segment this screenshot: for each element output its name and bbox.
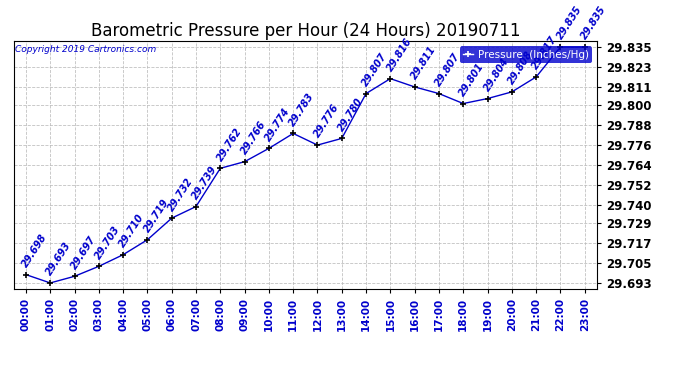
Pressure  (Inches/Hg) [119,252,127,257]
Text: 29.776: 29.776 [312,103,341,140]
Text: 29.808: 29.808 [506,50,535,86]
Text: 29.807: 29.807 [360,51,389,88]
Pressure  (Inches/Hg) [192,204,200,209]
Pressure  (Inches/Hg) [313,143,322,147]
Text: 29.817: 29.817 [531,34,560,71]
Pressure  (Inches/Hg) [46,280,55,285]
Text: 29.835: 29.835 [555,4,584,42]
Pressure  (Inches/Hg) [435,92,443,96]
Pressure  (Inches/Hg) [265,146,273,151]
Pressure  (Inches/Hg) [556,45,564,50]
Text: Copyright 2019 Cartronics.com: Copyright 2019 Cartronics.com [15,45,156,54]
Text: 29.693: 29.693 [45,240,74,278]
Pressure  (Inches/Hg) [70,274,79,279]
Pressure  (Inches/Hg) [386,76,395,81]
Pressure  (Inches/Hg) [508,90,516,94]
Text: 29.732: 29.732 [166,176,195,213]
Title: Barometric Pressure per Hour (24 Hours) 20190711: Barometric Pressure per Hour (24 Hours) … [90,22,520,40]
Pressure  (Inches/Hg) [216,166,224,171]
Pressure  (Inches/Hg) [484,96,492,101]
Text: 29.774: 29.774 [264,106,292,143]
Text: 29.807: 29.807 [433,51,462,88]
Pressure  (Inches/Hg) [411,85,419,89]
Pressure  (Inches/Hg) [289,131,297,136]
Text: 29.703: 29.703 [93,224,122,261]
Text: 29.783: 29.783 [288,91,317,128]
Pressure  (Inches/Hg) [168,216,176,220]
Text: 29.762: 29.762 [215,126,244,163]
Pressure  (Inches/Hg) [95,264,103,268]
Text: 29.801: 29.801 [457,61,486,98]
Pressure  (Inches/Hg) [532,75,540,79]
Text: 29.698: 29.698 [21,232,49,269]
Line: Pressure  (Inches/Hg): Pressure (Inches/Hg) [23,44,588,286]
Pressure  (Inches/Hg) [22,272,30,277]
Pressure  (Inches/Hg) [459,101,467,106]
Pressure  (Inches/Hg) [240,159,248,164]
Text: 29.780: 29.780 [336,96,365,133]
Text: 29.719: 29.719 [142,197,170,234]
Text: 29.816: 29.816 [385,36,413,73]
Pressure  (Inches/Hg) [337,136,346,141]
Text: 29.739: 29.739 [190,164,219,201]
Text: 29.835: 29.835 [579,4,608,42]
Pressure  (Inches/Hg) [580,45,589,50]
Text: 29.710: 29.710 [117,212,146,249]
Text: 29.811: 29.811 [409,45,438,81]
Text: 29.697: 29.697 [69,234,98,271]
Text: 29.766: 29.766 [239,119,268,156]
Text: 29.804: 29.804 [482,56,511,93]
Legend: Pressure  (Inches/Hg): Pressure (Inches/Hg) [460,46,591,63]
Pressure  (Inches/Hg) [144,237,152,242]
Pressure  (Inches/Hg) [362,92,371,96]
